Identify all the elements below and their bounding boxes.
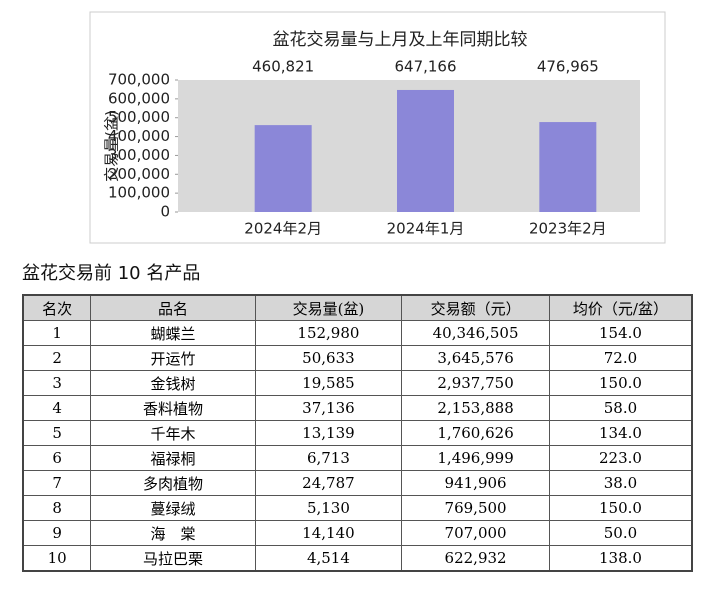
table-cell: 13,139 xyxy=(254,420,403,446)
table-row: 5 千年木 13,139 1,760,626 134.0 xyxy=(22,420,693,446)
table-cell: 3,645,576 xyxy=(401,345,550,371)
value-label: 647,166 xyxy=(394,58,456,76)
table-cell: 622,932 xyxy=(401,545,550,572)
table-cell: 223.0 xyxy=(548,445,693,471)
bar xyxy=(397,89,454,212)
y-tick-label: 0 xyxy=(160,203,170,221)
table-row: 1 蝴蝶兰 152,980 40,346,505 154.0 xyxy=(22,320,693,346)
table-cell: 150.0 xyxy=(548,370,693,396)
x-tick-label: 2023年2月 xyxy=(529,220,607,238)
table: 名次 品名 交易量(盆) 交易额（元） 均价（元/盆） 1 蝴蝶兰 152,980 40,34… xyxy=(22,294,693,572)
table-cell: 10 xyxy=(22,545,92,572)
table-cell: 2,153,888 xyxy=(401,395,550,421)
table-cell: 金钱树 xyxy=(90,370,256,396)
bar xyxy=(254,125,312,212)
table-cell: 58.0 xyxy=(548,395,693,421)
table-cell: 38.0 xyxy=(548,470,693,496)
table-row: 2 开运竹 50,633 3,645,576 72.0 xyxy=(22,345,693,371)
y-tick-label: 600,000 xyxy=(108,89,170,107)
table-cell: 50.0 xyxy=(548,520,693,546)
table-cell: 2,937,750 xyxy=(401,370,550,396)
header-cell: 品名 xyxy=(90,294,256,321)
table-row: 3 金钱树 19,585 2,937,750 150.0 xyxy=(22,370,693,396)
table-cell: 5,130 xyxy=(254,495,403,521)
header-row: 名次 品名 交易量(盆) 交易额（元） 均价（元/盆） xyxy=(22,294,693,321)
table-cell: 134.0 xyxy=(548,420,693,446)
x-tick-label: 2024年2月 xyxy=(244,220,322,238)
bar xyxy=(539,122,597,212)
y-tick-label: 400,000 xyxy=(108,127,170,145)
table-cell: 1,496,999 xyxy=(401,445,550,471)
table-cell: 941,906 xyxy=(401,470,550,496)
table-cell: 蝴蝶兰 xyxy=(90,320,256,346)
table-cell: 50,633 xyxy=(254,345,403,371)
table-cell: 19,585 xyxy=(254,370,403,396)
table-row: 10 马拉巴栗 4,514 622,932 138.0 xyxy=(22,545,693,572)
y-tick-label: 500,000 xyxy=(108,108,170,126)
table-cell: 4,514 xyxy=(254,545,403,572)
table-cell: 24,787 xyxy=(254,470,403,496)
table-cell: 9 xyxy=(22,520,92,546)
table-cell: 蔓绿绒 xyxy=(90,495,256,521)
table-cell: 6,713 xyxy=(254,445,403,471)
table-cell: 千年木 xyxy=(90,420,256,446)
chart: 盆花交易量与上月及上年同期比较 交易量(盆) 0100,000200,00030… xyxy=(89,11,666,244)
table-cell: 72.0 xyxy=(548,345,693,371)
table-cell: 14,140 xyxy=(254,520,403,546)
table-cell: 1 xyxy=(22,320,92,346)
header-cell: 均价（元/盆） xyxy=(548,294,693,321)
table-cell: 40,346,505 xyxy=(401,320,550,346)
table-cell: 37,136 xyxy=(254,395,403,421)
header-cell: 交易量(盆) xyxy=(254,294,403,321)
table-cell: 152,980 xyxy=(254,320,403,346)
table-cell: 多肉植物 xyxy=(90,470,256,496)
table-cell: 154.0 xyxy=(548,320,693,346)
table-cell: 海 棠 xyxy=(90,520,256,546)
table-cell: 4 xyxy=(22,395,92,421)
value-label: 476,965 xyxy=(537,58,599,76)
table-cell: 香料植物 xyxy=(90,395,256,421)
table-cell: 3 xyxy=(22,370,92,396)
table-cell: 开运竹 xyxy=(90,345,256,371)
y-tick-label: 200,000 xyxy=(108,165,170,183)
table-cell: 769,500 xyxy=(401,495,550,521)
table-cell: 2 xyxy=(22,345,92,371)
table-cell: 6 xyxy=(22,445,92,471)
value-label: 460,821 xyxy=(252,58,314,76)
table-cell: 707,000 xyxy=(401,520,550,546)
y-axis-title: 交易量(盆) xyxy=(103,110,121,182)
table-cell: 138.0 xyxy=(548,545,693,572)
chart-title: 盆花交易量与上月及上年同期比较 xyxy=(273,30,528,50)
table-cell: 1,760,626 xyxy=(401,420,550,446)
table-row: 7 多肉植物 24,787 941,906 38.0 xyxy=(22,470,693,496)
table-row: 6 福禄桐 6,713 1,496,999 223.0 xyxy=(22,445,693,471)
x-tick-label: 2024年1月 xyxy=(387,220,465,238)
table-title: 盆花交易前 10 名产品 xyxy=(22,263,201,284)
table-cell: 8 xyxy=(22,495,92,521)
header-cell: 交易额（元） xyxy=(401,294,550,321)
table-cell: 150.0 xyxy=(548,495,693,521)
y-tick-label: 100,000 xyxy=(108,184,170,202)
table-cell: 福禄桐 xyxy=(90,445,256,471)
table-row: 4 香料植物 37,136 2,153,888 58.0 xyxy=(22,395,693,421)
y-tick-label: 300,000 xyxy=(108,146,170,164)
header-cell: 名次 xyxy=(22,294,92,321)
table-cell: 马拉巴栗 xyxy=(90,545,256,572)
y-tick-label: 700,000 xyxy=(108,71,170,89)
table-cell: 5 xyxy=(22,420,92,446)
table-cell: 7 xyxy=(22,470,92,496)
table-row: 8 蔓绿绒 5,130 769,500 150.0 xyxy=(22,495,693,521)
